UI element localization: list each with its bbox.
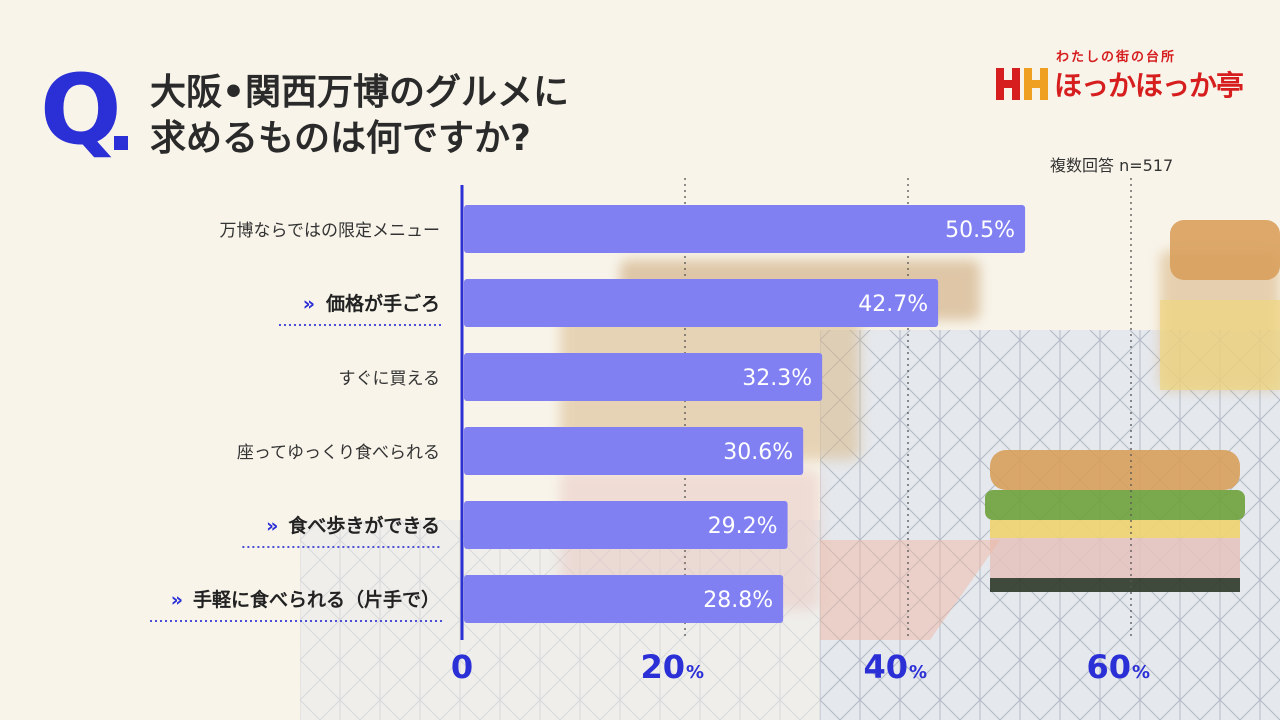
- logo-name: ほっかほっか亭: [1054, 69, 1244, 102]
- data-label: 32.3%: [742, 366, 812, 391]
- data-label: 50.5%: [945, 218, 1015, 243]
- bar: [464, 575, 784, 623]
- hokka-hokka-tei-logo: わたしの街の台所 ほっかほっか亭: [996, 46, 1246, 106]
- highlight-chevron-icon: »: [266, 515, 278, 537]
- bar-layer: 50.5% 42.7% 32.3% 30.6% 29.2% 28.8%: [464, 205, 1026, 623]
- hh-logo-icon: [996, 68, 1048, 100]
- question-title-line2: 求めるものは何ですか?: [150, 118, 531, 159]
- x-tick-label: 0: [451, 648, 473, 686]
- x-tick-unit: %: [686, 662, 704, 683]
- logo-tagline: わたしの街の台所: [1056, 50, 1177, 65]
- x-tick-unit: %: [1132, 662, 1150, 683]
- question-title-line1: 大阪•関西万博のグルメに: [150, 72, 570, 113]
- bar: [464, 427, 804, 475]
- grid-layer: [460, 178, 1132, 640]
- data-label: 28.8%: [703, 588, 773, 613]
- category-label: 座ってゆっくり食べられる: [237, 443, 440, 463]
- data-label: 29.2%: [708, 514, 778, 539]
- x-tick-label: 40: [863, 648, 908, 686]
- category-label: 万博ならではの限定メニュー: [220, 221, 441, 241]
- question-mark-dot: [114, 136, 128, 150]
- sample-note: 複数回答 n=517: [1050, 156, 1174, 175]
- x-tick-label: 20: [640, 648, 685, 686]
- question-mark-q: Q: [40, 54, 122, 166]
- bar: [464, 501, 788, 549]
- data-label: 30.6%: [723, 440, 793, 465]
- category-label: すぐに買える: [339, 369, 441, 389]
- highlight-chevron-icon: »: [303, 293, 315, 315]
- category-label: 価格が手ごろ: [325, 292, 440, 315]
- x-tick-unit: %: [909, 662, 927, 683]
- category-label: 手軽に食べられる（片手で）: [193, 588, 440, 611]
- bar: [464, 279, 939, 327]
- highlight-chevron-icon: »: [171, 589, 183, 611]
- category-label: 食べ歩きができる: [288, 514, 440, 537]
- bar: [464, 205, 1026, 253]
- bar: [464, 353, 823, 401]
- data-label: 42.7%: [858, 292, 928, 317]
- tick-label-layer: 0 20% 40% 60%: [451, 648, 1150, 686]
- question-title: 大阪•関西万博のグルメに 求めるものは何ですか?: [150, 70, 569, 162]
- x-tick-label: 60: [1086, 648, 1131, 686]
